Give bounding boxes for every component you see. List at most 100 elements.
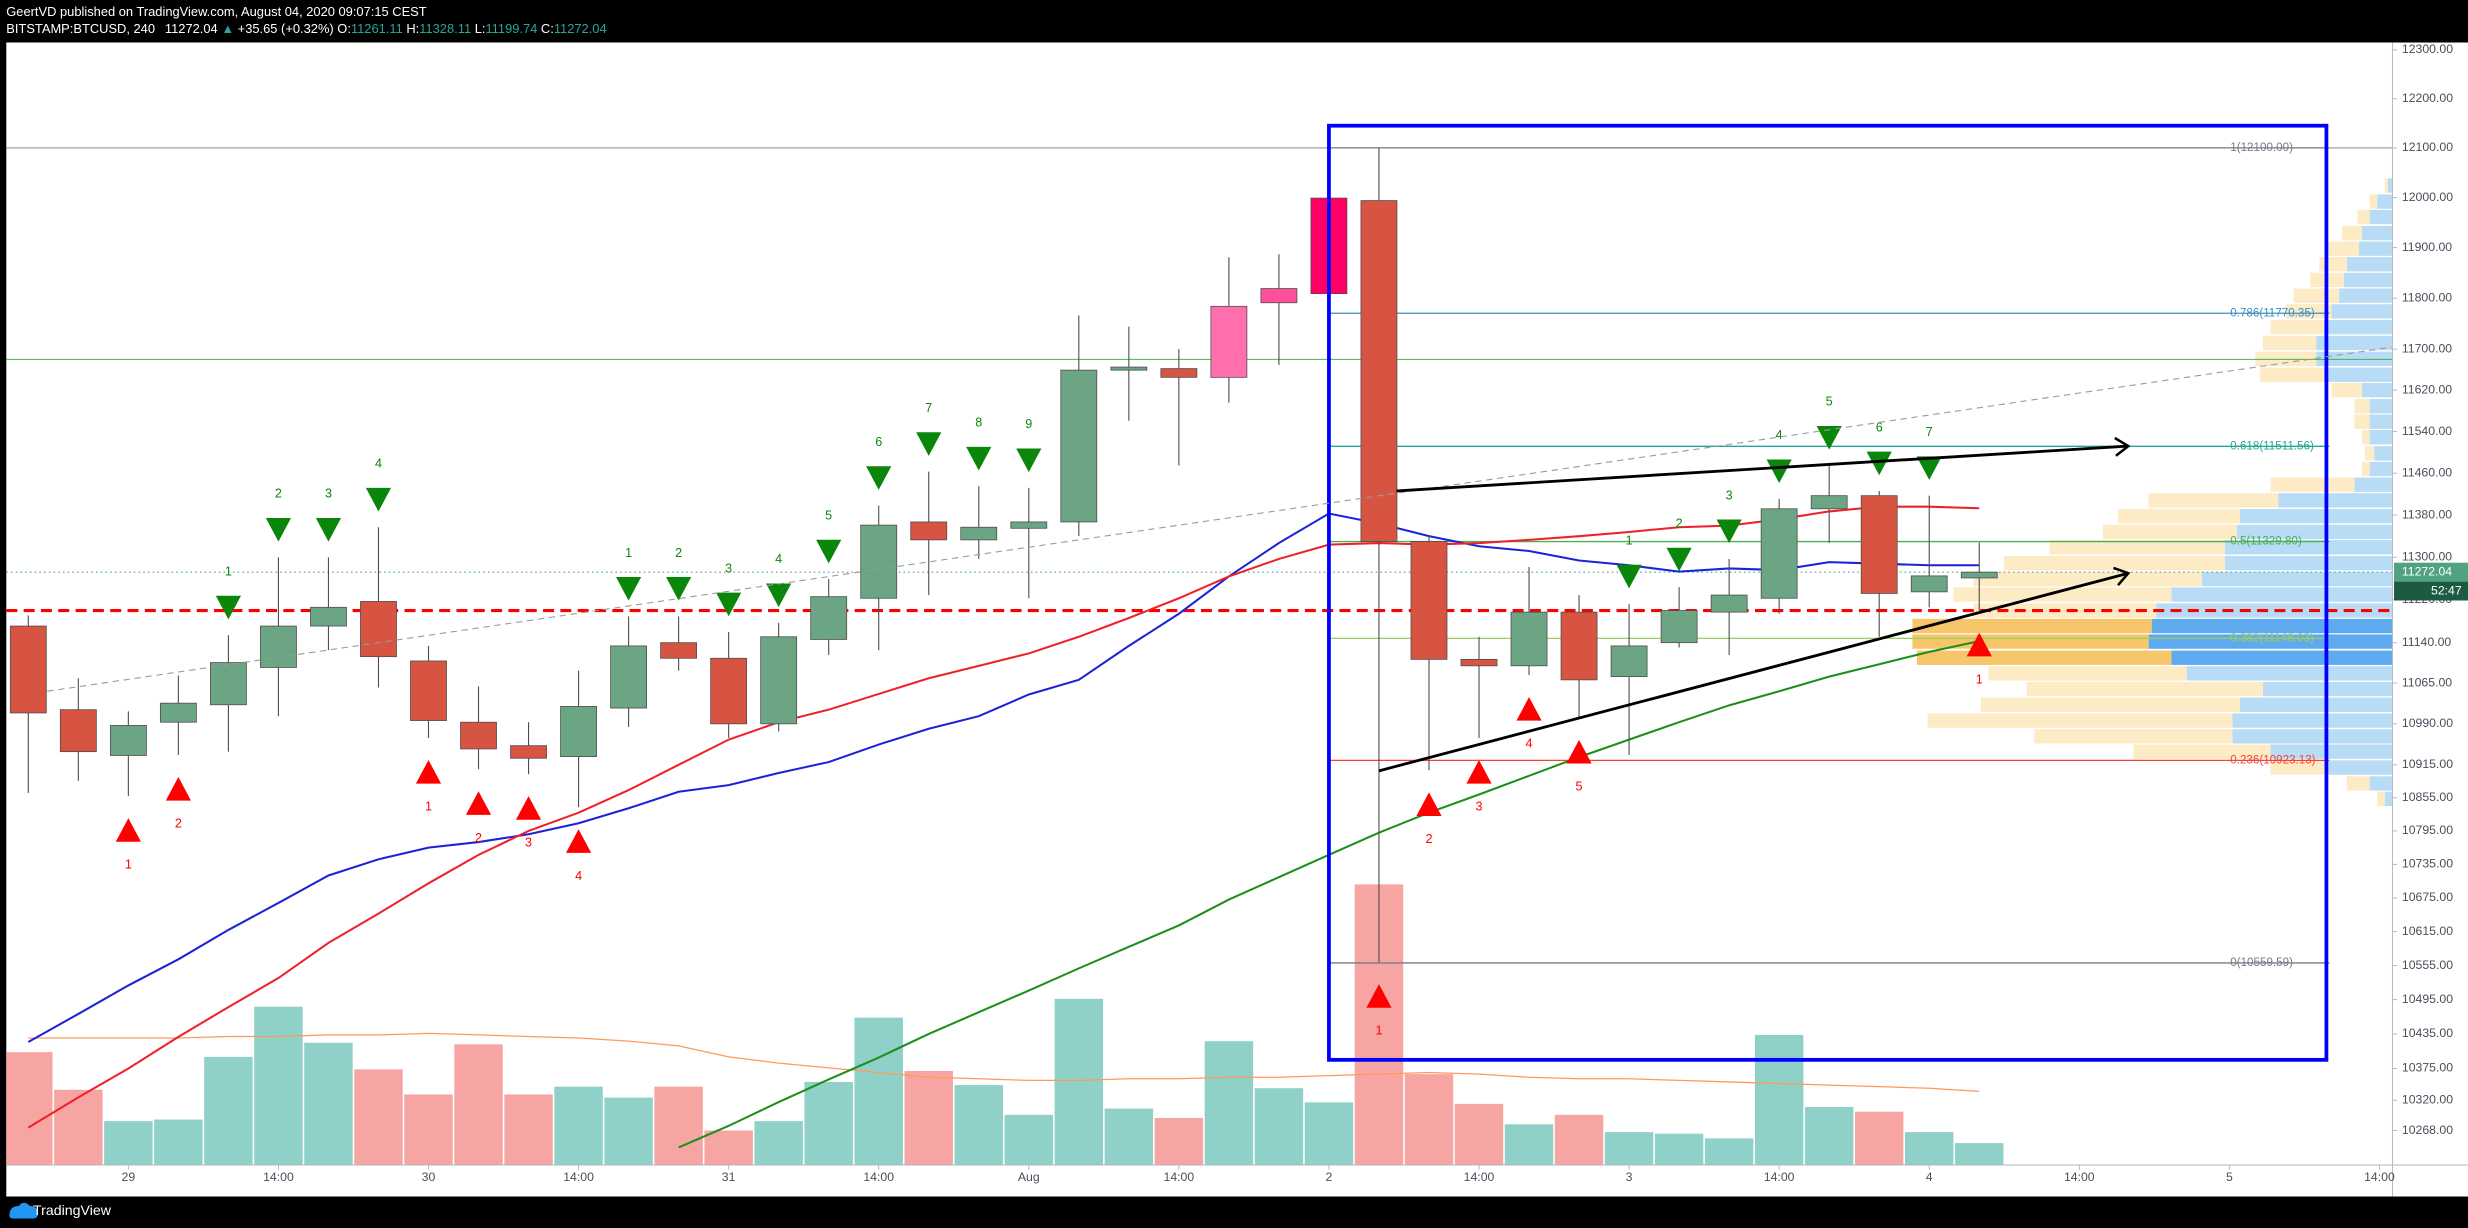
profile-up: [2339, 288, 2393, 303]
candle-body: [1210, 305, 1248, 378]
profile-up: [2201, 571, 2393, 587]
sell-signal: [265, 517, 292, 542]
profile-down: [2328, 241, 2359, 256]
volume-bar: [104, 1121, 153, 1166]
candle-body: [1560, 611, 1598, 681]
candle-body: [9, 625, 47, 714]
buy-count: 2: [475, 831, 482, 845]
y-tick-label: 11065.00: [2402, 675, 2452, 689]
last-price-badge: [2394, 562, 2468, 582]
profile-up: [2232, 713, 2393, 728]
header: GeertVD published on TradingView.com, Au…: [6, 4, 606, 36]
sell-count: 3: [1726, 488, 1733, 502]
volume-bar: [554, 1086, 603, 1166]
sell-count: 7: [1926, 425, 1933, 439]
volume-bar: [704, 1130, 753, 1166]
profile-down: [2354, 398, 2370, 414]
buy-signal: [465, 791, 492, 815]
profile-up: [2240, 508, 2393, 524]
profile-up: [2369, 209, 2393, 225]
sell-signal: [1716, 519, 1742, 544]
candle-body: [1760, 508, 1798, 599]
volume-bar: [1754, 1034, 1804, 1166]
moving-average: [27, 512, 1980, 1043]
sell-signal: [1666, 547, 1692, 572]
y-tick-label: 10615.00: [2402, 924, 2453, 938]
candle-body: [760, 636, 798, 725]
candle-layer: [9, 147, 1998, 963]
volume-bar: [1154, 1117, 1204, 1166]
candle-body: [810, 596, 848, 640]
sell-signal: [766, 583, 792, 608]
sell-count: 4: [375, 457, 382, 471]
volume-bar: [454, 1044, 503, 1166]
profile-up: [2278, 493, 2393, 508]
buy-signal: [1966, 632, 1992, 657]
x-tick-label: 14:00: [2064, 1170, 2095, 1184]
y-tick-label: 11300.00: [2402, 550, 2452, 564]
profile-up: [2328, 760, 2393, 775]
volume-bar: [754, 1121, 803, 1166]
profile-up: [2156, 603, 2393, 618]
profile-down: [2262, 335, 2317, 351]
close-label: C:: [541, 21, 554, 36]
volume-bar: [604, 1097, 653, 1166]
sell-signal: [1766, 459, 1792, 484]
candle-body: [960, 526, 998, 541]
volume-bar: [1704, 1138, 1754, 1166]
profile-up: [2374, 446, 2393, 461]
profile-down: [2342, 225, 2362, 241]
profile-down: [2133, 744, 2271, 759]
profile-up: [2354, 477, 2393, 492]
candle-body: [1010, 521, 1048, 529]
volume-bar: [254, 1006, 303, 1166]
profile-down: [2270, 319, 2324, 335]
low-label: L:: [475, 21, 486, 36]
published-line: GeertVD published on TradingView.com, Au…: [6, 4, 426, 19]
profile-up: [2377, 194, 2393, 209]
buy-count: 1: [125, 858, 132, 872]
buy-count: 3: [1476, 800, 1483, 814]
candle-body: [860, 524, 898, 599]
volume-bar: [1254, 1088, 1304, 1166]
buy-count: 4: [1526, 737, 1533, 751]
candle-body: [1060, 369, 1098, 523]
volume-ma: [28, 1032, 1980, 1092]
profile-down: [2026, 681, 2263, 697]
candle-body: [210, 662, 247, 706]
profile-down: [2293, 288, 2340, 303]
countdown-badge: [2394, 581, 2468, 601]
open-value: 11261.11: [351, 21, 403, 36]
candle-body: [1860, 495, 1898, 594]
profile-down: [1988, 666, 2187, 681]
change-arrow: ▲: [221, 21, 234, 36]
buy-signal: [1366, 984, 1392, 1008]
sell-count: 5: [825, 508, 832, 522]
y-tick-label: 12200.00: [2402, 91, 2453, 105]
sell-count: 2: [1676, 516, 1683, 530]
profile-up: [2270, 744, 2393, 759]
trend-line: [1378, 571, 2129, 773]
buy-count: 4: [575, 869, 582, 883]
volume-bar: [504, 1094, 553, 1166]
volume-bar: [1304, 1102, 1354, 1166]
profile-down: [1973, 603, 2157, 618]
sell-signal: [1616, 564, 1642, 589]
profile-down: [2270, 477, 2355, 492]
volume-bar: [904, 1070, 953, 1166]
x-tick-label: 14:00: [863, 1170, 894, 1184]
candle-body: [460, 721, 497, 750]
profile-up: [2346, 257, 2393, 272]
sell-signal: [716, 592, 742, 617]
profile-up: [2369, 776, 2393, 791]
buy-count: 5: [1576, 779, 1583, 793]
profile-down: [1912, 618, 2152, 634]
fib-label: 0.382(11148.03): [2230, 631, 2314, 644]
y-tick-label: 11540.00: [2402, 424, 2452, 438]
volume-bar: [954, 1085, 1003, 1166]
sell-signal: [1016, 448, 1042, 473]
volume-bar: [1905, 1132, 1954, 1166]
y-tick-label: 11900.00: [2402, 240, 2452, 254]
